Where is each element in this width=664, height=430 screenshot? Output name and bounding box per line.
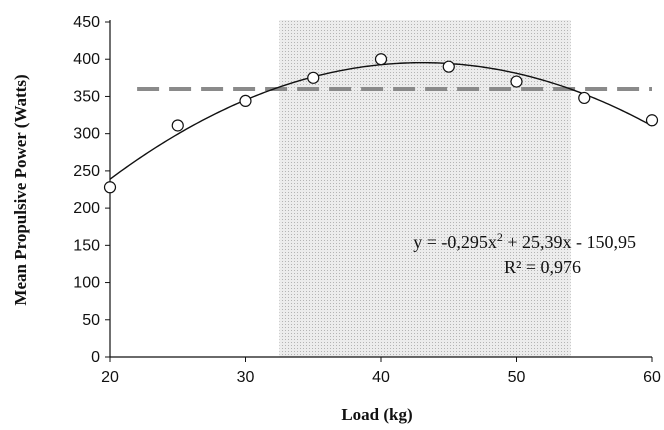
trendline-equation: y = -0,295x2 + 25,39x - 150,95 — [413, 230, 636, 252]
data-point — [442, 60, 455, 73]
y-axis-title: Mean Propulsive Power (Watts) — [11, 74, 30, 305]
shaded-region — [279, 20, 571, 357]
y-tick-label: 300 — [73, 126, 100, 143]
x-tick-label: 30 — [237, 369, 255, 386]
x-tick-label: 60 — [643, 369, 661, 386]
data-point — [645, 114, 659, 127]
y-tick-label: 200 — [73, 200, 100, 217]
r-squared: R² = 0,976 — [504, 257, 581, 277]
data-point — [510, 75, 523, 88]
y-tick-label: 100 — [73, 275, 100, 292]
y-tick-label: 0 — [91, 349, 100, 366]
y-tick-label: 150 — [73, 237, 100, 254]
y-tick-label: 450 — [73, 14, 100, 31]
data-point — [578, 91, 591, 105]
x-tick-label: 50 — [508, 369, 526, 386]
y-tick-label: 350 — [73, 88, 100, 105]
data-point — [103, 181, 117, 194]
data-point — [307, 71, 320, 84]
x-tick-label: 20 — [101, 369, 119, 386]
y-tick-label: 250 — [73, 163, 100, 180]
data-point — [239, 94, 252, 108]
x-tick-label: 40 — [372, 369, 390, 386]
tick-labels: 0 50 100 150 200 250 300 350 400 450 20 30 40 50 60 — [73, 14, 661, 386]
y-tick-label: 50 — [82, 312, 100, 329]
y-tick-label: 400 — [73, 51, 100, 68]
data-point — [374, 53, 388, 66]
x-axis-title: Load (kg) — [341, 405, 412, 424]
equation-exponent: 2 — [497, 230, 503, 244]
data-point — [171, 119, 184, 132]
data-points — [103, 53, 659, 194]
